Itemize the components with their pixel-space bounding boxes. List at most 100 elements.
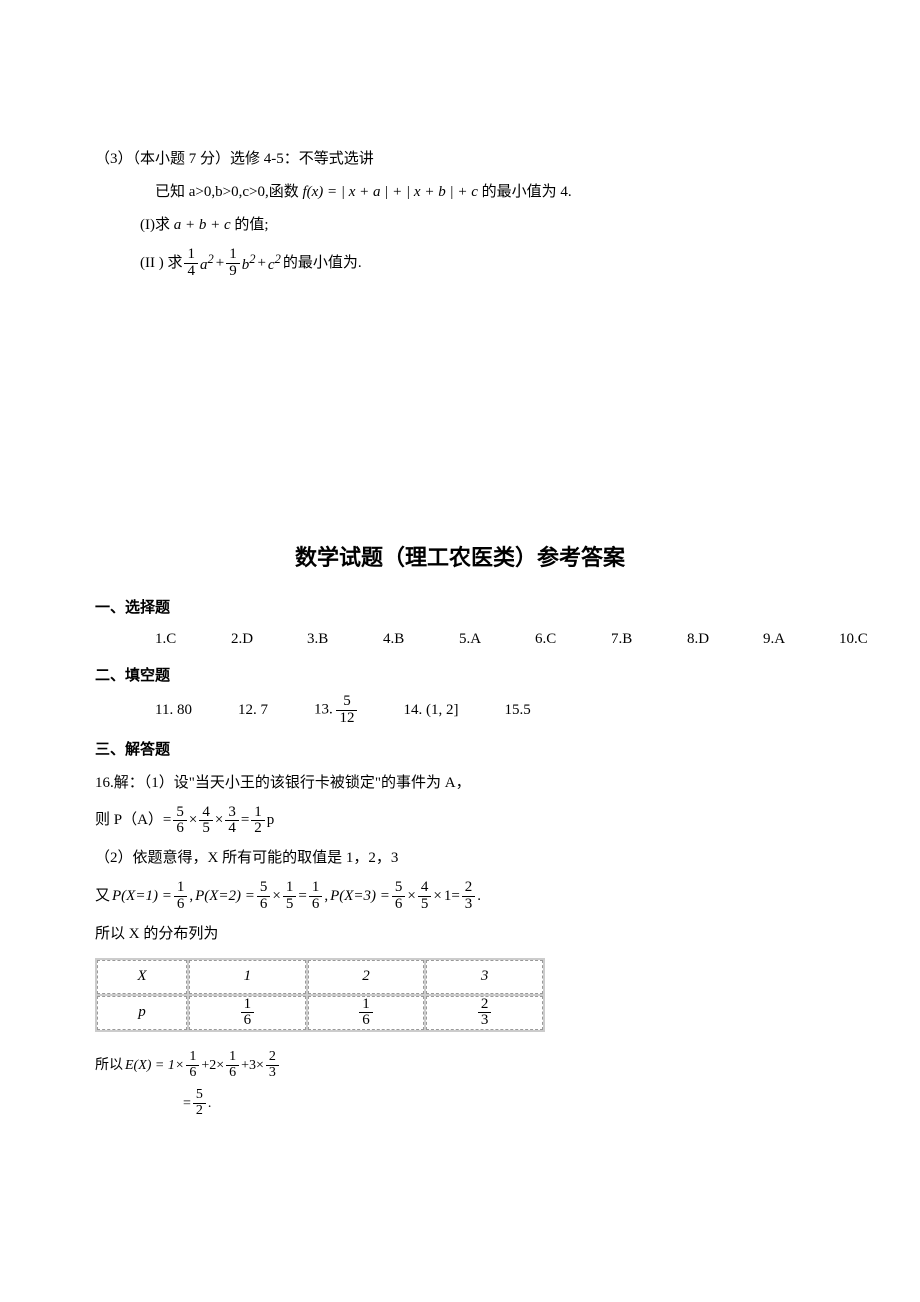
fill-answers: 11. 80 12. 7 13. 5 12 14. (1, 2] 15.5 xyxy=(95,694,825,727)
table-cell: 1 6 xyxy=(308,996,425,1031)
choice-item: 6.C xyxy=(535,626,581,653)
frac-den: 3 xyxy=(478,1012,492,1029)
fill-item: 14. (1, 2] xyxy=(403,697,458,724)
chain-frac: 1 2 xyxy=(251,805,265,838)
frac-den: 6 xyxy=(226,1065,239,1081)
frac-num: 4 xyxy=(199,805,213,821)
q3-p1-expr: a + b + c xyxy=(174,217,231,233)
choice-item: 2.D xyxy=(231,626,277,653)
px1-label: P(X=1) = xyxy=(112,883,172,910)
choice-item: 3.B xyxy=(307,626,353,653)
q3-p2-pre: (II ) 求 xyxy=(140,250,182,277)
q3-header: （3）（本小题 7 分）选修 4-5：不等式选讲 xyxy=(95,146,825,173)
frac-num: 1 xyxy=(184,247,198,263)
comma: , xyxy=(324,883,328,910)
fill-13-label: 13. xyxy=(314,702,333,718)
frac-num: 1 xyxy=(226,247,240,263)
q3-p1-pre: (I)求 xyxy=(140,217,170,233)
px2-frac: 5 6 xyxy=(257,880,271,913)
q16-part2-intro: （2）依题意得，X 所有可能的取值是 1，2，3 xyxy=(95,845,825,872)
pa-pre: 则 P（A）= xyxy=(95,807,171,834)
q3-given-post: 的最小值为 4. xyxy=(482,184,572,200)
frac-den: 6 xyxy=(309,896,323,913)
frac-den: 12 xyxy=(336,710,357,727)
expect-label: E(X) = 1× xyxy=(125,1053,184,1078)
section-solve: 三、解答题 xyxy=(95,737,825,764)
expectation: 所以 E(X) = 1× 1 6 +2× 1 6 +3× 2 3 = 5 2 . xyxy=(95,1050,825,1119)
fill-item: 12. 7 xyxy=(238,697,268,724)
frac-num: 5 xyxy=(193,1088,206,1103)
q3-frac1: 1 4 xyxy=(184,247,198,280)
q3-fx: f(x) = | x + a | + | x + b | + c xyxy=(302,184,477,200)
frac-num: 5 xyxy=(392,880,406,896)
section-fill: 二、填空题 xyxy=(95,663,825,690)
frac-num: 1 xyxy=(251,805,265,821)
expect-plus: +3× xyxy=(241,1053,264,1078)
frac-den: 6 xyxy=(241,1012,255,1029)
q16-pA: 则 P（A）= 5 6 × 4 5 × 3 4 = 1 2 p xyxy=(95,805,825,838)
q16-intro: 16.解：（1）设"当天小王的该银行卡被锁定"的事件为 A， xyxy=(95,770,825,797)
expect-frac: 1 6 xyxy=(226,1050,239,1080)
frac-den: 4 xyxy=(184,263,198,280)
choice-item: 4.B xyxy=(383,626,429,653)
table-header-x: X xyxy=(97,960,187,994)
frac-num: 2 xyxy=(266,1050,279,1065)
expect-frac: 2 3 xyxy=(266,1050,279,1080)
expect-dot: . xyxy=(208,1091,212,1116)
q3-given-pre: 已知 a>0,b>0,c>0,函数 xyxy=(155,184,299,200)
frac-den: 6 xyxy=(174,896,188,913)
frac-num: 4 xyxy=(418,880,432,896)
frac-num: 1 xyxy=(309,880,323,896)
frac-num: 1 xyxy=(359,997,373,1013)
chain-frac: 5 6 xyxy=(173,805,187,838)
frac-den: 6 xyxy=(359,1012,373,1029)
choice-answers: 1.C 2.D 3.B 4.B 5.A 6.C 7.B 8.D 9.A 10.C xyxy=(95,626,825,653)
fill-13-frac: 5 12 xyxy=(336,694,357,727)
chain-frac: 4 5 xyxy=(199,805,213,838)
fill-item: 13. 5 12 xyxy=(314,694,358,727)
frac-den: 9 xyxy=(226,263,240,280)
frac-den: 2 xyxy=(251,820,265,837)
frac-den: 3 xyxy=(462,896,476,913)
frac-num: 5 xyxy=(336,694,357,710)
table-header: 3 xyxy=(426,960,543,994)
frac-den: 6 xyxy=(186,1065,199,1081)
frac-den: 6 xyxy=(257,896,271,913)
q3-a2: a2 xyxy=(200,248,214,279)
px2-label: P(X=2) = xyxy=(195,883,255,910)
q3-p2-post: 的最小值为. xyxy=(283,250,362,277)
px3-frac: 5 6 xyxy=(392,880,406,913)
expect-pre: 所以 xyxy=(95,1053,123,1078)
choice-item: 5.A xyxy=(459,626,505,653)
table-cell: 2 3 xyxy=(426,996,543,1031)
q3-p1-post: 的值; xyxy=(234,217,268,233)
frac-num: 1 xyxy=(283,880,297,896)
px3-one: 1= xyxy=(444,883,460,910)
fill-item: 15.5 xyxy=(504,697,530,724)
q16-px-line: 又 P(X=1) = 1 6 , P(X=2) = 5 6 × 1 5 = 1 … xyxy=(95,880,825,913)
q3-part2: (II ) 求 1 4 a2 + 1 9 b2 + c2 的最小值为. xyxy=(95,247,825,280)
frac-num: 2 xyxy=(462,880,476,896)
q3-part1: (I)求 a + b + c 的值; xyxy=(95,212,825,239)
frac-num: 3 xyxy=(225,805,239,821)
table-header: 1 xyxy=(189,960,306,994)
frac-num: 5 xyxy=(173,805,187,821)
choice-item: 8.D xyxy=(687,626,733,653)
table-row-label: p xyxy=(97,996,187,1031)
frac-den: 5 xyxy=(418,896,432,913)
period: . xyxy=(477,883,481,910)
frac-num: 5 xyxy=(257,880,271,896)
table-row: X 1 2 3 xyxy=(97,960,543,994)
frac-den: 4 xyxy=(225,820,239,837)
frac-den: 5 xyxy=(199,820,213,837)
frac-num: 1 xyxy=(174,880,188,896)
px2-frac: 1 5 xyxy=(283,880,297,913)
q3-given: 已知 a>0,b>0,c>0,函数 f(x) = | x + a | + | x… xyxy=(95,179,825,206)
frac-den: 6 xyxy=(173,820,187,837)
frac-num: 1 xyxy=(226,1050,239,1065)
section-choice: 一、选择题 xyxy=(95,595,825,622)
table-row: p 1 6 1 6 2 3 xyxy=(97,996,543,1031)
pa-post: p xyxy=(267,807,275,834)
fill-item: 11. 80 xyxy=(155,697,192,724)
frac-num: 2 xyxy=(478,997,492,1013)
